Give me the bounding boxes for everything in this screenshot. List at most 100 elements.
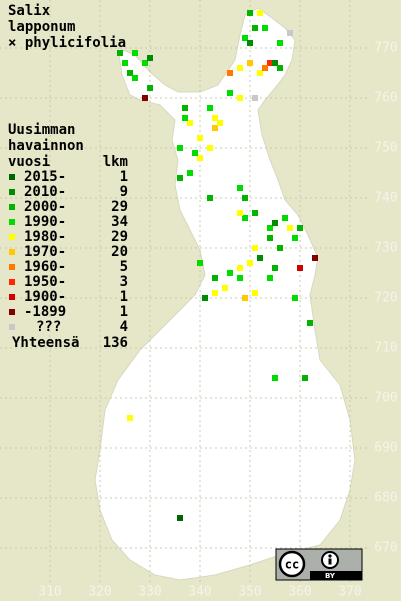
title-line: lapponum	[8, 19, 75, 35]
x-tick-label: 340	[188, 585, 211, 600]
x-tick-label: 330	[138, 585, 161, 600]
observation	[302, 375, 308, 381]
y-tick-label: 750	[374, 141, 397, 156]
observation	[237, 210, 243, 216]
observation	[177, 145, 183, 151]
observation	[127, 70, 133, 76]
observation	[117, 50, 123, 56]
observation	[267, 275, 273, 281]
legend-count: 29	[111, 229, 128, 245]
y-tick-label: 770	[374, 41, 397, 56]
observation	[272, 375, 278, 381]
observation	[187, 120, 193, 126]
badge-strip	[310, 571, 362, 580]
legend-label: 2000-	[24, 199, 66, 215]
observation	[277, 40, 283, 46]
observation	[312, 255, 318, 261]
legend-header: havainnon	[8, 138, 84, 154]
finland-outline	[94, 7, 356, 581]
observation	[267, 225, 273, 231]
observation	[227, 270, 233, 276]
y-tick-label: 710	[374, 341, 397, 356]
observation	[182, 105, 188, 111]
observation	[142, 95, 148, 101]
observation	[207, 105, 213, 111]
observation	[202, 295, 208, 301]
legend-count: 1	[120, 289, 128, 305]
legend-swatch	[9, 249, 15, 255]
x-tick-label: 370	[338, 585, 361, 600]
y-tick-label: 680	[374, 491, 397, 506]
legend-label: 2015-	[24, 169, 66, 185]
observation	[212, 115, 218, 121]
observation	[227, 90, 233, 96]
legend-count: 1	[120, 304, 128, 320]
observation	[212, 275, 218, 281]
observation	[257, 70, 263, 76]
legend-swatch	[9, 279, 15, 285]
legend-count: 5	[120, 259, 128, 275]
observation	[277, 245, 283, 251]
observation	[197, 260, 203, 266]
observation	[252, 95, 258, 101]
observation	[132, 50, 138, 56]
observation	[177, 175, 183, 181]
observation	[297, 225, 303, 231]
observation	[242, 215, 248, 221]
observation	[267, 60, 273, 66]
legend-swatch	[9, 234, 15, 240]
y-tick-label: 740	[374, 191, 397, 206]
observation	[247, 40, 253, 46]
total-count: 136	[103, 335, 128, 351]
observations	[117, 10, 318, 521]
legend-swatch	[9, 219, 15, 225]
legend-swatch	[9, 174, 15, 180]
x-tick-label: 350	[238, 585, 261, 600]
observation	[247, 260, 253, 266]
legend-count: 1	[120, 169, 128, 185]
title-line: Salix	[8, 3, 51, 19]
by-body	[328, 558, 332, 565]
observation	[257, 255, 263, 261]
observation	[237, 265, 243, 271]
observation	[252, 245, 258, 251]
observation	[252, 25, 258, 31]
observation	[207, 145, 213, 151]
observation	[237, 185, 243, 191]
observation	[292, 235, 298, 241]
legend-label: 2010-	[24, 184, 66, 200]
y-tick-label: 720	[374, 291, 397, 306]
observation	[207, 195, 213, 201]
cc-text: cc	[285, 558, 299, 572]
x-tick-label: 320	[88, 585, 111, 600]
legend-count: 9	[120, 184, 128, 200]
observation	[212, 290, 218, 296]
observation	[242, 35, 248, 41]
legend-swatch	[9, 189, 15, 195]
y-tick-label: 730	[374, 241, 397, 256]
y-tick-label: 690	[374, 441, 397, 456]
y-tick-label: 760	[374, 91, 397, 106]
y-tick-label: 700	[374, 391, 397, 406]
observation	[132, 75, 138, 81]
observation	[297, 265, 303, 271]
legend-count: 29	[111, 199, 128, 215]
legend-label: 1950-	[24, 274, 66, 290]
legend-label: 1960-	[24, 259, 66, 275]
legend-count: 4	[120, 319, 128, 335]
observation	[287, 30, 293, 36]
observation	[187, 170, 193, 176]
legend-count: 3	[120, 274, 128, 290]
observation	[242, 295, 248, 301]
legend-count-header: lkm	[103, 154, 128, 170]
observation	[142, 60, 148, 66]
legend-label: 1990-	[24, 214, 66, 230]
by-head	[328, 554, 332, 558]
cc-icon	[278, 550, 306, 578]
observation	[247, 10, 253, 16]
observation	[197, 155, 203, 161]
total-label: Yhteensä	[12, 335, 79, 351]
observation	[122, 60, 128, 66]
